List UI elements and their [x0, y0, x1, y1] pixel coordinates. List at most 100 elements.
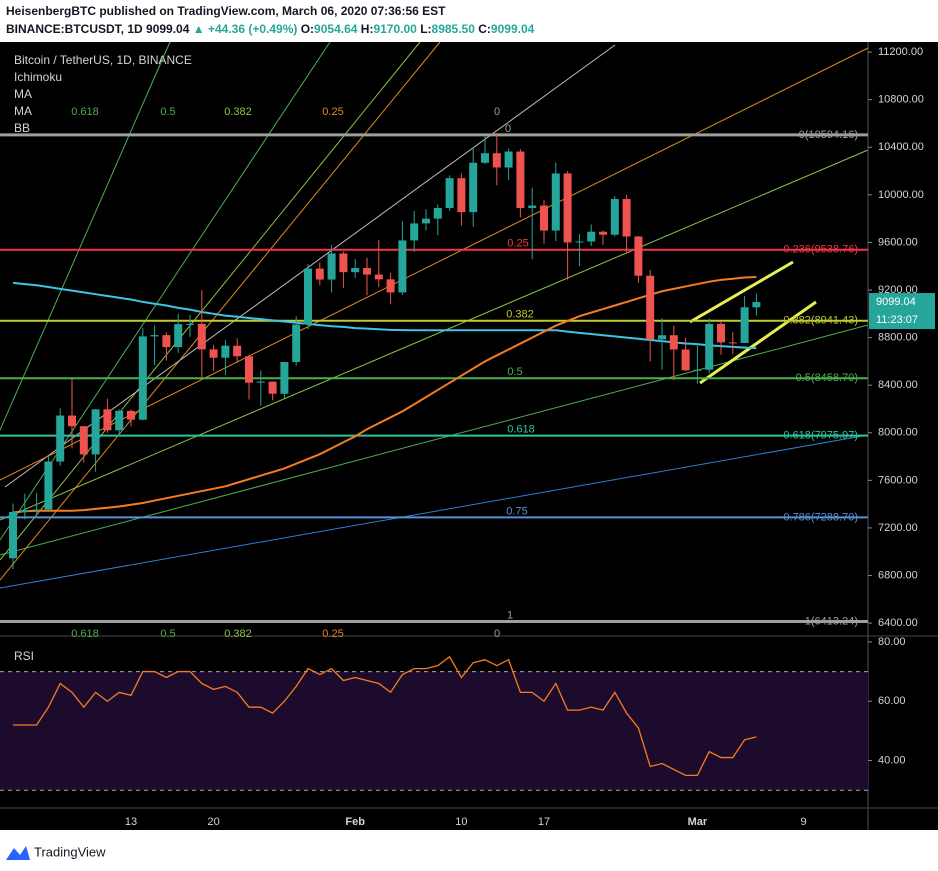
rsi-band [0, 671, 868, 791]
candle-body [669, 335, 678, 350]
y-tick-label: 9600.00 [878, 236, 918, 248]
candle-body [622, 199, 631, 237]
rsi-line [13, 655, 757, 777]
y-tick-label: 9200.00 [878, 284, 918, 296]
candle-body [752, 302, 761, 308]
inner-fib-label: 0.382 [506, 309, 534, 321]
x-tick-label: Feb [345, 816, 365, 828]
candle-body [233, 345, 242, 357]
candle-body [186, 323, 194, 325]
last-price-tag [869, 293, 935, 330]
inner-fib-label: 1 [507, 609, 513, 621]
y-tick-label: 8000.00 [878, 427, 918, 439]
fan-label: 0.5 [160, 106, 175, 118]
candle-body [599, 231, 607, 235]
countdown: 11:23:07 [876, 314, 918, 326]
x-tick-label: 20 [207, 816, 219, 828]
candle-body [363, 268, 371, 275]
fan-label: 0.25 [322, 628, 343, 640]
change: ▲ +44.36 (+0.49%) [193, 22, 298, 36]
fan-label: 0.618 [71, 106, 99, 118]
fan-line [0, 41, 171, 431]
candle-body [504, 151, 513, 168]
fib-label: 0.618(7975.97) [783, 430, 858, 442]
footer-logo: TradingView [6, 844, 106, 860]
candle-body [492, 153, 501, 168]
ohlc-value: 9170.00 [373, 22, 417, 36]
fan-line [0, 41, 421, 561]
candle-body [646, 275, 655, 340]
fan-label: 0.382 [224, 106, 252, 118]
candle-body [221, 345, 230, 358]
inner-fib-label: 0.5 [507, 366, 522, 378]
legend-indicator: MA [14, 87, 32, 101]
candle-body [138, 336, 147, 420]
candle-body [445, 178, 454, 208]
inner-fib-label: 0.75 [506, 505, 527, 517]
candle-body [398, 240, 407, 293]
y-tick-label: 7200.00 [878, 522, 918, 534]
price: 9099.04 [146, 22, 190, 36]
candle-body [351, 268, 360, 273]
candle-body [705, 323, 714, 370]
x-tick-label: 9 [801, 816, 807, 828]
candle-body [457, 178, 466, 213]
candle-body [304, 268, 312, 325]
candle-body [127, 410, 135, 420]
candle-body [20, 510, 29, 512]
moving-average [12, 275, 757, 514]
brand: TradingView [34, 844, 106, 859]
candle-body [315, 268, 324, 280]
candle-body [469, 162, 478, 213]
candle-body [150, 335, 159, 337]
ohlc-label: H: [361, 22, 374, 36]
y-tick-label: 60.00 [878, 695, 906, 707]
ohlc-value: 8985.50 [432, 22, 476, 36]
rsi-title: RSI [14, 649, 34, 663]
candle-body [386, 279, 395, 293]
channel-line [689, 260, 794, 324]
fib-label: 0.786(7288.70) [783, 511, 858, 523]
candle-body [115, 410, 124, 431]
y-tick-label: 40.00 [878, 754, 906, 766]
y-tick-label: 11200.00 [878, 46, 923, 58]
candle-body [245, 356, 253, 383]
candle-body [268, 381, 277, 394]
symbol-line: BINANCE:BTCUSDT, 1D 9099.04 ▲ +44.36 (+0… [6, 22, 535, 36]
candle-body [9, 511, 17, 559]
channel-line [699, 300, 817, 385]
fan-label: 0.618 [71, 628, 99, 640]
ohlc-label: C: [478, 22, 491, 36]
y-tick-label: 10800.00 [878, 94, 924, 106]
candle-body [44, 461, 53, 510]
y-tick-label: 80.00 [878, 636, 906, 648]
candle-body [91, 409, 100, 455]
inner-fib-label: 0.25 [507, 238, 528, 250]
candle-body [563, 173, 572, 243]
candle-body [410, 223, 419, 241]
publisher-line: HeisenbergBTC published on TradingView.c… [6, 4, 446, 18]
legend-indicator: MA [14, 104, 32, 118]
candle-body [174, 324, 183, 348]
candle-body [551, 173, 560, 231]
candle-body [103, 409, 112, 431]
candle-body [422, 218, 430, 224]
logo-mark [6, 846, 30, 860]
fan-line [0, 41, 441, 581]
moving-average [12, 281, 757, 350]
symbol: BINANCE:BTCUSDT, 1D [6, 22, 143, 36]
y-tick-label: 7600.00 [878, 474, 918, 486]
fan-label: 0.25 [322, 106, 343, 118]
fan-line [0, 149, 869, 521]
y-tick-label: 8800.00 [878, 332, 918, 344]
fib-label: 1(6413.24) [805, 615, 858, 627]
candle-body [374, 274, 383, 280]
candle-body [339, 253, 348, 273]
y-tick-label: 6800.00 [878, 569, 918, 581]
fan-line [0, 41, 331, 541]
fib-label: 0.5(8458.70) [796, 372, 858, 384]
candle-body [540, 205, 548, 231]
x-tick-label: 17 [538, 816, 550, 828]
candle-body [728, 342, 737, 344]
candle-body [68, 415, 76, 427]
